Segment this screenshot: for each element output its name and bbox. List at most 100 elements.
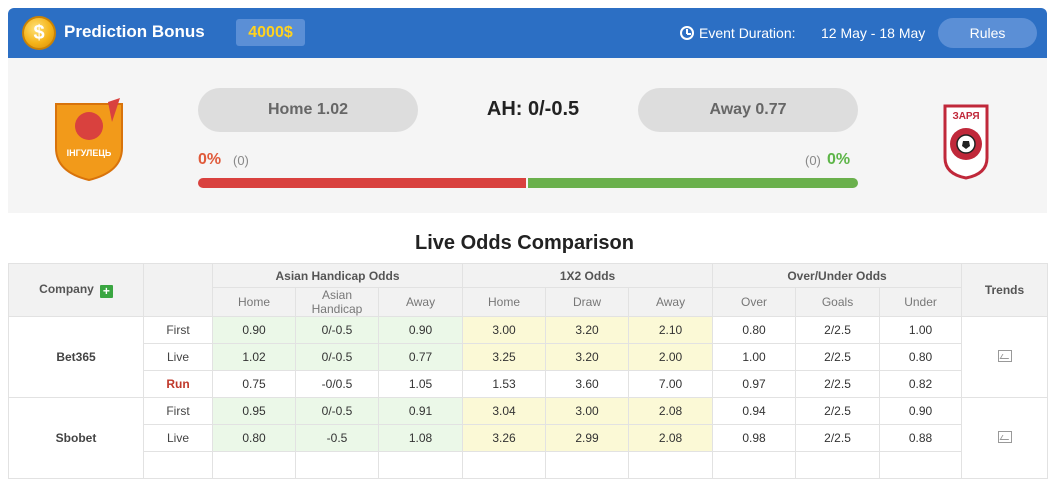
x12-away-odds: 2.10 (628, 316, 714, 344)
coin-icon: $ (22, 16, 56, 50)
company-name[interactable]: Sbobet (8, 397, 144, 479)
ou-goals-header: Goals (795, 287, 881, 317)
ah-away-odds: 0.77 (377, 343, 464, 371)
event-duration-label: Event Duration: (699, 25, 796, 41)
ah-home-odds: 0.80 (212, 424, 296, 452)
ah-home-odds: 0.75 (212, 370, 296, 398)
ou-over-odds: 1.00 (712, 343, 797, 371)
x12-draw-odds: 2.99 (545, 424, 630, 452)
home-vote-bar (198, 178, 526, 188)
row-kind-run[interactable]: Run (143, 370, 213, 398)
ah-away-odds: 0.91 (377, 397, 464, 425)
x12-away-odds: 2.08 (628, 424, 714, 452)
company-name[interactable]: Bet365 (8, 316, 144, 398)
ah-line (295, 451, 379, 479)
1x2-group-header: 1X2 Odds (462, 263, 714, 288)
ou-goals: 2/2.5 (795, 370, 881, 398)
x12-away-odds: 2.00 (628, 343, 714, 371)
home-team-logo: ІНГУЛЕЦЬ (55, 98, 123, 182)
ou-under-odds: 1.00 (879, 316, 963, 344)
ah-away-odds (377, 451, 464, 479)
ah-handicap-header: Asian Handicap (295, 287, 379, 317)
bonus-amount: 4000$ (236, 19, 305, 46)
x12-home-odds: 3.04 (462, 397, 547, 425)
away-team-logo-text: ЗАРЯ (952, 111, 979, 122)
ou-goals (795, 451, 881, 479)
away-vote-count: (0) (805, 153, 821, 168)
x12-away-header: Away (628, 287, 714, 317)
x12-home-header: Home (462, 287, 547, 317)
away-team-logo: ЗАРЯ (943, 104, 989, 180)
trend-cell (961, 397, 1049, 479)
x12-draw-header: Draw (545, 287, 630, 317)
ah-home-header: Home (212, 287, 296, 317)
x12-away-odds: 2.08 (628, 397, 714, 425)
ah-away-odds: 1.05 (377, 370, 464, 398)
ou-over-odds: 0.80 (712, 316, 797, 344)
trend-chart-icon[interactable] (997, 349, 1012, 362)
prediction-header: $ Prediction Bonus 4000$ Event Duration:… (8, 8, 1047, 58)
ou-under-odds: 0.88 (879, 424, 963, 452)
over-under-group-header: Over/Under Odds (712, 263, 963, 288)
event-duration-value: 12 May - 18 May (821, 25, 926, 41)
row-kind: First (143, 397, 213, 425)
home-vote-count: (0) (233, 153, 249, 168)
ah-away-odds: 1.08 (377, 424, 464, 452)
x12-draw-odds: 3.20 (545, 316, 630, 344)
ou-over-odds: 0.98 (712, 424, 797, 452)
ou-goals: 2/2.5 (795, 424, 881, 452)
table-row (9, 451, 1048, 479)
x12-draw-odds (545, 451, 630, 479)
table-row: Run 0.75 -0/0.5 1.05 1.53 3.60 7.00 0.97… (9, 370, 1048, 398)
ah-line: -0/0.5 (295, 370, 379, 398)
ou-over-odds (712, 451, 797, 479)
ou-over-odds: 0.97 (712, 370, 797, 398)
x12-home-odds: 1.53 (462, 370, 547, 398)
home-odds-button[interactable]: Home 1.02 (198, 88, 418, 132)
trend-cell (961, 316, 1049, 398)
ah-away-header: Away (377, 287, 464, 317)
company-header-label: Company (39, 282, 94, 296)
clock-icon (680, 26, 694, 40)
ah-line: 0/-0.5 (295, 343, 379, 371)
ah-line: -0.5 (295, 424, 379, 452)
company-header: Company + (8, 263, 144, 317)
trend-chart-icon[interactable] (997, 430, 1012, 443)
row-kind: Live (143, 424, 213, 452)
ou-under-header: Under (879, 287, 963, 317)
away-odds-button[interactable]: Away 0.77 (638, 88, 858, 132)
x12-draw-odds: 3.00 (545, 397, 630, 425)
ah-home-odds: 0.95 (212, 397, 296, 425)
ou-goals: 2/2.5 (795, 316, 881, 344)
ou-over-header: Over (712, 287, 797, 317)
ou-over-odds: 0.94 (712, 397, 797, 425)
rules-button[interactable]: Rules (938, 18, 1037, 48)
home-vote-percent: 0% (198, 151, 222, 168)
ah-home-odds (212, 451, 296, 479)
odds-comparison-table: Company + Asian Handicap Odds 1X2 Odds Ov… (8, 263, 1049, 479)
x12-home-odds: 3.26 (462, 424, 547, 452)
ou-goals: 2/2.5 (795, 397, 881, 425)
x12-away-odds: 7.00 (628, 370, 714, 398)
live-odds-title: Live Odds Comparison (415, 232, 634, 254)
add-company-icon[interactable]: + (99, 285, 113, 298)
ou-goals: 2/2.5 (795, 343, 881, 371)
asian-handicap-group-header: Asian Handicap Odds (211, 263, 464, 288)
prediction-title: Prediction Bonus (64, 22, 205, 41)
table-row: Sbobet First 0.95 0/-0.5 0.91 3.04 3.00 … (8, 397, 1049, 479)
away-vote-percent: 0% (827, 151, 851, 168)
away-vote-bar (528, 178, 858, 188)
x12-draw-odds: 3.60 (545, 370, 630, 398)
row-kind: Live (143, 343, 213, 371)
match-panel: ІНГУЛЕЦЬ ЗАРЯ Home 1.02 AH: 0/-0.5 Away … (8, 58, 1047, 213)
table-row: Live 0.80 -0.5 1.08 3.26 2.99 2.08 0.98 … (9, 424, 1048, 452)
ah-line: 0/-0.5 (295, 397, 379, 425)
x12-home-odds: 3.25 (462, 343, 547, 371)
table-row: Live 1.02 0/-0.5 0.77 3.25 3.20 2.00 1.0… (9, 343, 1048, 371)
ah-home-odds: 0.90 (212, 316, 296, 344)
table-row: Bet365 First 0.90 0/-0.5 0.90 3.00 3.20 … (8, 316, 1049, 398)
x12-home-odds: 3.00 (462, 316, 547, 344)
ou-under-odds: 0.90 (879, 397, 963, 425)
trends-header: Trends (961, 263, 1049, 317)
ou-under-odds: 0.82 (879, 370, 963, 398)
